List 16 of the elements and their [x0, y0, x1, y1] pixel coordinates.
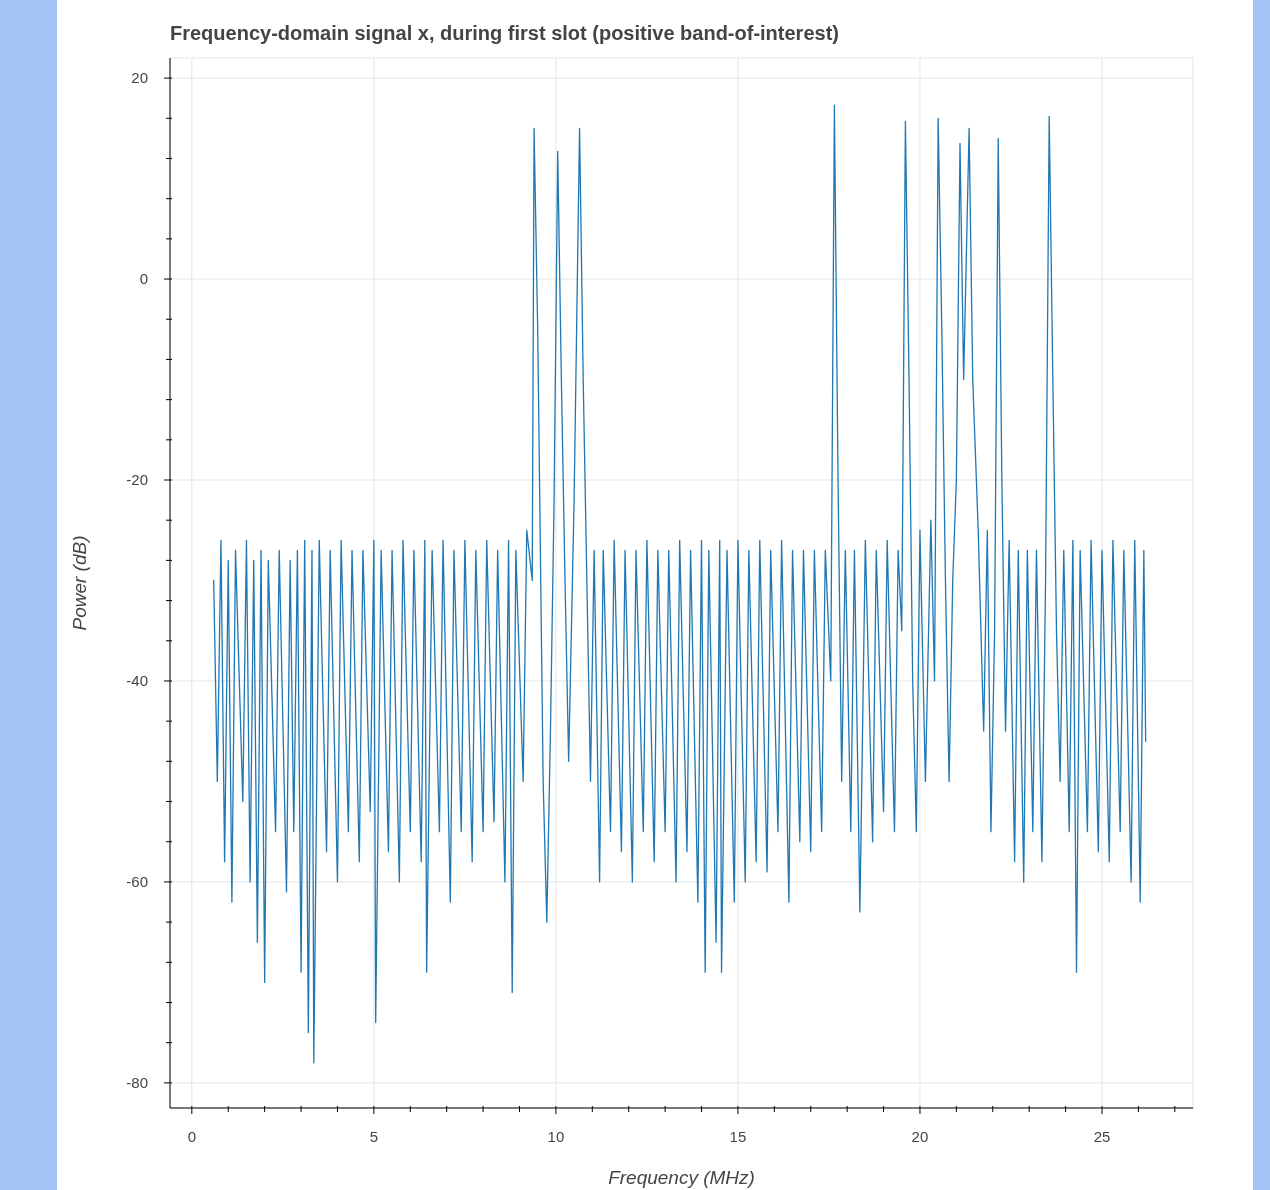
x-tick-label: 10	[547, 1128, 565, 1145]
x-tick-label: 5	[369, 1128, 379, 1145]
x-tick-label: 15	[729, 1128, 747, 1145]
y-tick-label: -60	[126, 873, 148, 891]
y-tick-label: 0	[139, 270, 148, 288]
line-series	[213, 104, 1147, 1064]
x-axis-title: Frequency (MHz)	[608, 1167, 755, 1188]
y-axis-title: Power (dB)	[69, 535, 90, 631]
y-tick-label: -40	[126, 672, 148, 690]
y-tick-label: -20	[126, 471, 148, 489]
y-tick-label: -80	[126, 1074, 148, 1092]
x-tick-label: 20	[911, 1128, 929, 1145]
chart-title: Frequency-domain signal x, during first slot (positive band-of-interest)	[170, 22, 839, 44]
x-tick-label: 0	[187, 1128, 197, 1145]
y-tick-label: 20	[131, 69, 148, 87]
x-tick-label: 25	[1093, 1128, 1111, 1145]
